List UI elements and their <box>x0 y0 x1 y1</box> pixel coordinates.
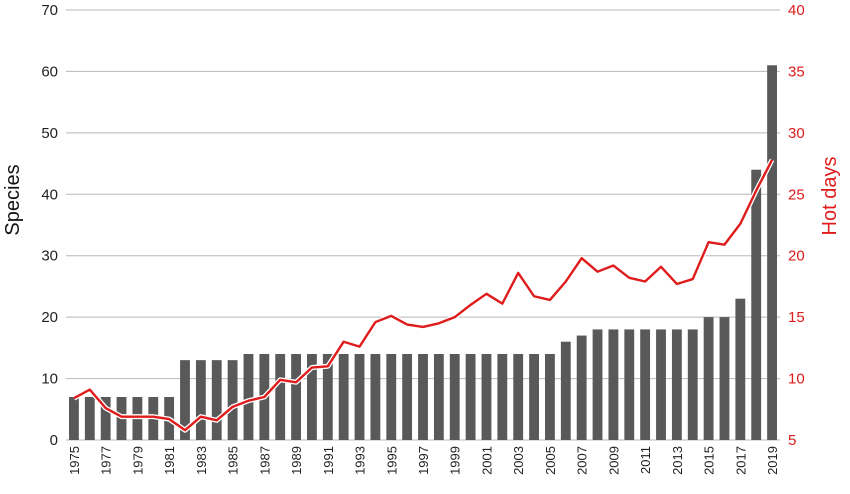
bar-2016 <box>719 317 730 440</box>
x-tick-label: 2007 <box>575 446 590 475</box>
bar-1992 <box>338 354 349 440</box>
bar-1983 <box>195 360 206 440</box>
right-tick-label: 5 <box>788 432 796 449</box>
bar-2003 <box>513 354 524 440</box>
bar-series <box>69 65 777 440</box>
left-tick-label: 50 <box>41 125 58 142</box>
bar-1995 <box>386 354 397 440</box>
bar-1998 <box>433 354 444 440</box>
x-tick-label: 2011 <box>638 446 653 474</box>
bar-2011 <box>640 329 651 440</box>
bar-2010 <box>624 329 635 440</box>
x-tick-label: 1999 <box>448 446 463 475</box>
x-tick-label: 1979 <box>130 446 145 475</box>
bar-2014 <box>687 329 698 440</box>
bar-2015 <box>703 317 714 440</box>
x-tick-label: 1987 <box>257 446 272 475</box>
bar-2018 <box>751 169 762 440</box>
bar-2007 <box>576 335 587 440</box>
x-tick-label: 1995 <box>384 446 399 475</box>
left-tick-label: 40 <box>41 186 58 203</box>
bar-1997 <box>418 354 428 440</box>
bar-1984 <box>211 360 222 440</box>
right-tick-label: 15 <box>788 309 805 326</box>
bar-2002 <box>497 354 508 440</box>
bar-2000 <box>465 354 476 440</box>
x-tick-label: 2009 <box>606 446 621 475</box>
x-tick-label: 2005 <box>543 446 558 475</box>
x-tick-label: 1983 <box>194 446 209 475</box>
bar-1994 <box>370 354 381 440</box>
bar-2009 <box>608 329 619 440</box>
left-axis-title: Species <box>2 164 24 235</box>
bar-1990 <box>307 354 317 440</box>
x-axis-ticks: 1975 1977 1979 1981 1983 1985 1987 1989 1991 1993… <box>67 446 780 475</box>
left-tick-label: 20 <box>41 309 58 326</box>
x-tick-label: 2001 <box>479 446 494 475</box>
x-tick-label: 2015 <box>702 446 717 475</box>
bar-1977 <box>100 397 111 440</box>
left-tick-label: 60 <box>41 63 58 80</box>
bar-1999 <box>449 354 460 440</box>
x-tick-label: 1991 <box>321 446 336 475</box>
left-axis-ticks: 0 10 20 30 40 50 60 70 <box>41 2 58 449</box>
x-tick-label: 1989 <box>289 446 304 475</box>
right-tick-label: 35 <box>788 63 805 80</box>
x-tick-label: 2017 <box>733 446 748 475</box>
x-tick-label: 1997 <box>416 446 431 475</box>
bar-2006 <box>560 341 571 440</box>
hot-days-line <box>73 159 774 432</box>
bar-2012 <box>656 329 666 440</box>
bar-2017 <box>735 298 746 440</box>
right-tick-label: 25 <box>788 186 805 203</box>
bar-2013 <box>671 329 682 440</box>
bar-1986 <box>243 354 254 440</box>
right-tick-label: 10 <box>788 371 805 388</box>
bar-1989 <box>291 354 301 440</box>
x-tick-label: 1985 <box>226 446 241 475</box>
right-tick-label: 30 <box>788 125 805 142</box>
x-tick-label: 1993 <box>353 446 368 475</box>
bar-1993 <box>354 354 365 440</box>
bar-2005 <box>545 354 555 440</box>
x-tick-label: 2019 <box>765 446 780 475</box>
line-series <box>72 158 775 433</box>
bar-2019 <box>767 65 777 440</box>
x-tick-label: 2003 <box>511 446 526 475</box>
bar-2008 <box>592 329 603 440</box>
right-axis-title: Hot days <box>819 157 841 236</box>
bar-1991 <box>322 354 333 440</box>
right-axis-ticks: 5 10 15 20 25 30 35 40 <box>788 2 805 449</box>
right-tick-label: 20 <box>788 248 805 265</box>
bar-1988 <box>275 354 286 440</box>
right-tick-label: 40 <box>788 2 805 19</box>
bar-1975 <box>69 397 79 440</box>
bar-1982 <box>180 360 190 440</box>
left-tick-label: 30 <box>41 248 58 265</box>
bar-2001 <box>481 354 492 440</box>
bar-2004 <box>529 354 539 440</box>
left-tick-label: 70 <box>41 2 58 19</box>
x-tick-label: 1981 <box>162 446 177 475</box>
left-tick-label: 10 <box>41 371 58 388</box>
bar-1976 <box>84 397 95 440</box>
bar-1996 <box>402 354 413 440</box>
x-tick-label: 2013 <box>670 446 685 475</box>
bar-1985 <box>227 360 238 440</box>
x-tick-label: 1975 <box>67 446 82 475</box>
x-tick-label: 1977 <box>99 446 114 475</box>
left-tick-label: 0 <box>50 432 58 449</box>
